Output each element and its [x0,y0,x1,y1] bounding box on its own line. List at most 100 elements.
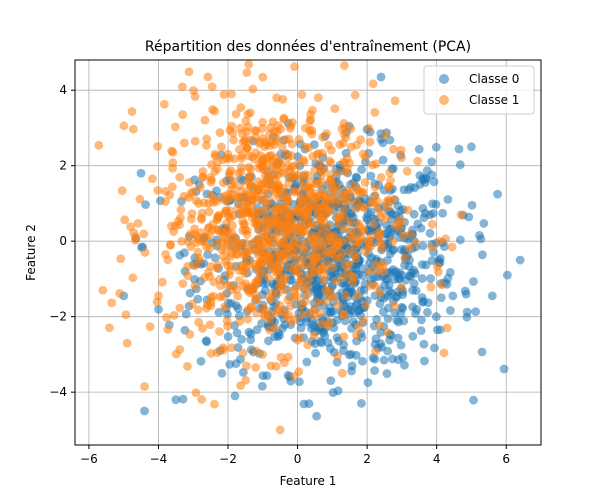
data-point [294,377,304,387]
data-point [214,308,224,317]
data-point [253,216,263,225]
data-point [204,207,214,217]
data-point [198,172,208,182]
data-point [378,155,388,165]
data-point [240,269,250,279]
data-point [237,334,247,344]
data-point [303,281,313,291]
data-point [252,325,262,335]
data-point [390,301,399,311]
data-point [325,169,335,179]
data-point [247,282,257,292]
data-point [186,188,196,198]
data-point [289,371,299,381]
data-point [236,240,246,249]
data-point [304,143,314,152]
data-point [419,213,429,223]
data-point [346,349,356,359]
data-point [183,237,193,247]
data-point [412,304,422,314]
data-point [222,153,231,163]
data-point [242,226,252,235]
data-point [280,285,289,295]
data-point [207,82,217,92]
data-point [415,180,425,189]
data-point [226,281,235,291]
data-point [220,237,230,247]
data-point [232,192,242,202]
data-point [515,255,525,265]
y-tick-label: 0 [59,234,67,248]
data-point [257,319,267,328]
data-point [311,280,321,290]
data-point [469,277,478,286]
data-point [140,406,149,416]
data-point [333,386,343,396]
data-point [212,164,222,174]
data-point [194,198,204,208]
data-point [289,234,299,244]
data-point [413,219,423,229]
data-point [175,345,185,354]
data-point [358,149,368,159]
legend-label-classe-1: Classe 1 [469,93,519,107]
data-point [347,232,357,242]
data-point [190,224,199,234]
data-point [282,192,291,202]
data-point [203,72,213,82]
data-point [136,168,146,178]
data-point [157,277,167,287]
data-point [417,293,427,302]
data-point [366,171,376,181]
data-point [379,355,389,365]
data-point [243,314,252,324]
data-point [437,280,447,290]
data-point [312,252,322,262]
data-point [253,236,263,245]
data-point [291,250,301,260]
data-point [190,275,199,284]
x-tick-label: −4 [150,452,168,466]
data-point [233,291,243,301]
data-point [347,366,356,376]
data-point [323,222,333,232]
data-point [257,185,267,195]
legend-box [423,65,535,115]
data-point [277,142,287,151]
data-point [141,200,150,210]
data-point [337,124,347,134]
data-point [326,145,336,155]
data-point [338,273,348,283]
data-point [398,231,408,240]
data-point [127,107,137,116]
data-point [229,135,238,145]
data-point [384,280,394,290]
data-point [319,276,329,285]
data-point [345,196,355,206]
data-point [217,245,226,255]
data-point [135,194,145,204]
data-point [186,214,196,224]
data-point [194,317,203,327]
data-point [325,286,334,296]
data-point [216,281,225,291]
x-axis-label: Feature 1 [280,474,337,488]
legend: Classe 0 Classe 1 [423,65,535,115]
data-point [311,348,321,358]
data-point [370,108,380,117]
legend-label-classe-0: Classe 0 [469,72,519,86]
data-point [370,182,380,192]
data-point [163,325,173,334]
data-point [275,240,285,250]
data-point [178,110,188,120]
data-point [317,338,326,348]
data-point [351,241,361,251]
data-point [196,228,206,237]
data-point [299,252,309,262]
data-point [393,333,403,343]
data-point [178,394,188,404]
data-point [170,122,180,132]
data-point [410,238,420,248]
data-point [366,198,376,208]
data-point [467,200,477,210]
